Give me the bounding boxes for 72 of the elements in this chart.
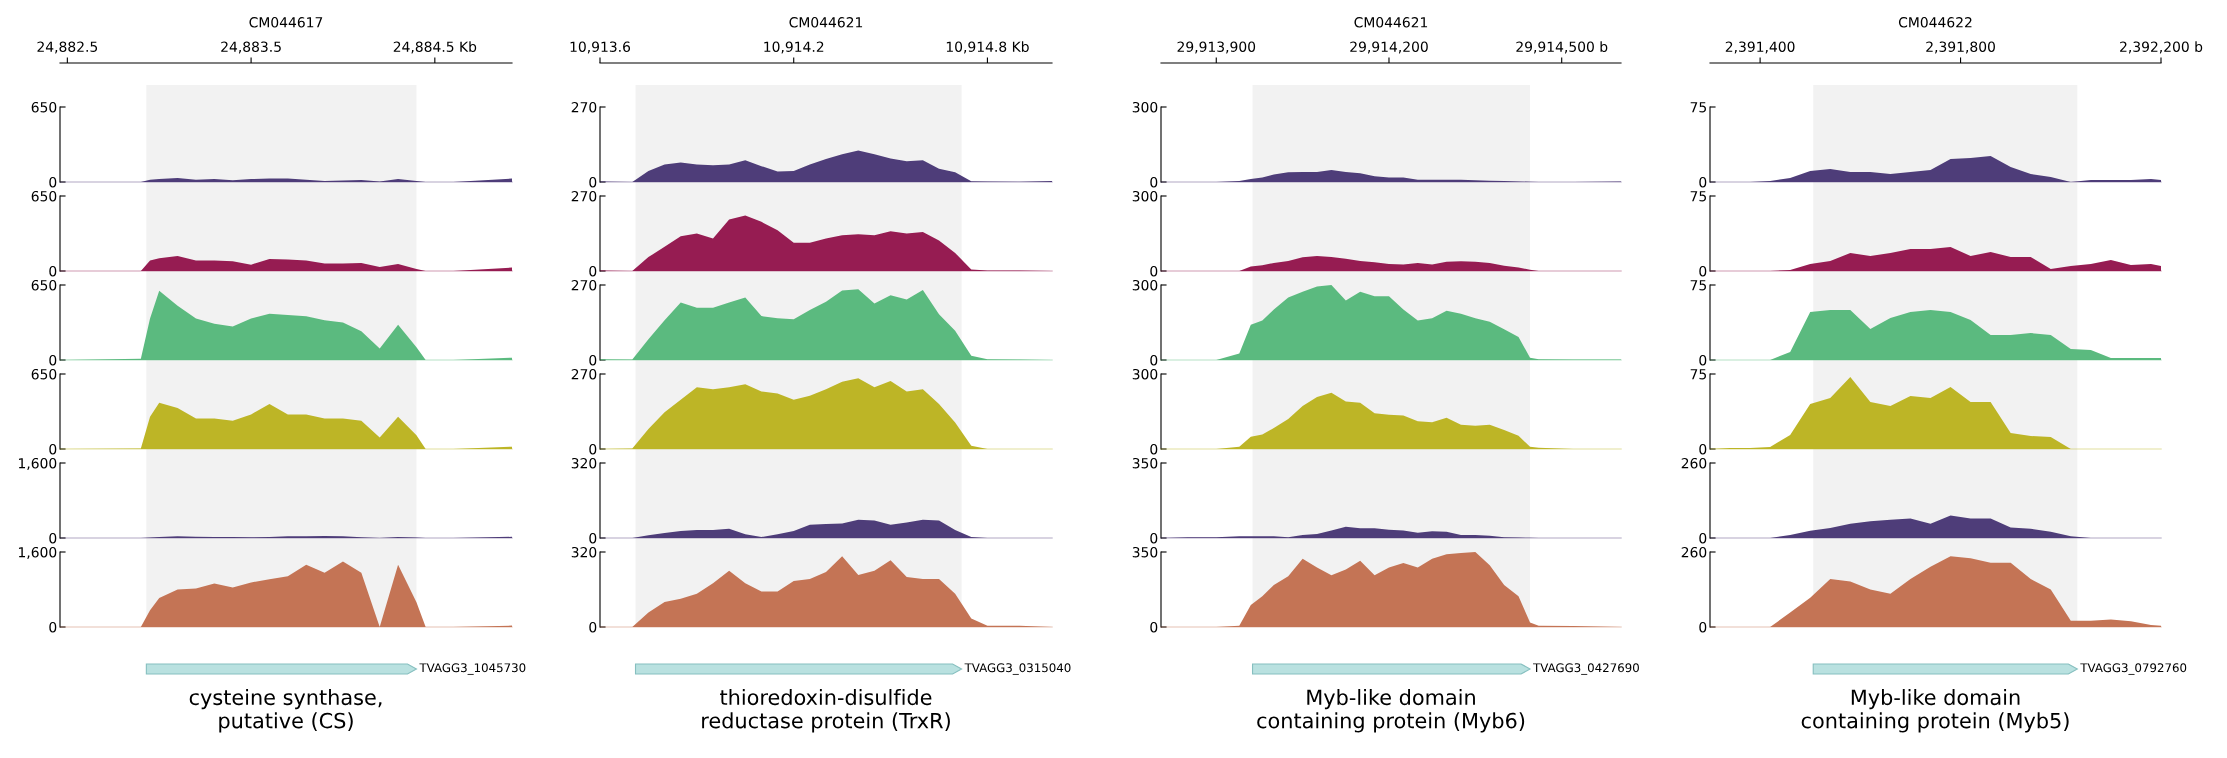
y-tick-label: 0: [49, 176, 57, 188]
text: cysteine synthase, putative (CS): [189, 689, 382, 733]
y-tick-label: 75: [1690, 191, 1707, 202]
y-tick-label: 0: [1150, 532, 1158, 544]
y-tick-label: 0: [1699, 532, 1707, 544]
y-tick-label: 650: [31, 101, 57, 113]
x-axis-title: CM044621: [789, 17, 863, 28]
y-tick-label: 0: [49, 354, 57, 366]
y-tick-label: 0: [589, 443, 597, 455]
x-tick-label: 24,882.5: [37, 41, 98, 54]
text: Myb-like domain containing protein (Myb5): [1801, 689, 2069, 733]
y-tick-label: 0: [589, 532, 597, 544]
y-tick-label: 1,600: [18, 546, 57, 559]
y-tick-label: 260: [1681, 457, 1707, 469]
y-tick-label: 75: [1690, 369, 1707, 380]
text: TVAGG3_0792760: [2080, 663, 2187, 675]
y-tick-label: 0: [1150, 176, 1158, 188]
y-tick-label: 0: [1699, 354, 1707, 366]
y-tick-label: 75: [1690, 102, 1707, 113]
y-tick-label: 1,600: [18, 457, 57, 470]
x-tick-label: 29,913,900: [1177, 41, 1256, 54]
text: TVAGG3_0427690: [1533, 663, 1639, 675]
x-tick-label: 29,914,200: [1350, 41, 1428, 54]
y-tick-label: 0: [1699, 443, 1707, 455]
x-axis-title: CM044617: [249, 17, 323, 28]
x-tick-label: 2,392,200 b: [2120, 41, 2203, 54]
text: TVAGG3_1045730: [419, 663, 526, 675]
y-tick-label: 650: [31, 190, 57, 202]
y-tick-label: 0: [1699, 265, 1707, 277]
y-tick-label: 0: [1699, 621, 1707, 633]
y-tick-label: 650: [31, 368, 57, 380]
y-tick-label: 270: [571, 279, 597, 291]
y-tick-label: 300: [1132, 190, 1158, 202]
y-tick-label: 0: [589, 354, 597, 366]
y-tick-label: 0: [1150, 443, 1158, 455]
x-axis-title: CM044622: [1898, 17, 1972, 28]
x-tick-label: 24,884.5 Kb: [393, 41, 477, 54]
x-tick-label: 24,883.5: [221, 41, 281, 54]
y-tick-label: 320: [571, 546, 597, 558]
x-tick-label: 10,914.8 Kb: [946, 41, 1029, 54]
x-tick-label: 29,914,500 b: [1516, 41, 1608, 54]
y-tick-label: 270: [571, 368, 597, 380]
y-tick-label: 0: [1699, 176, 1707, 188]
text: TVAGG3_0315040: [964, 663, 1071, 675]
y-tick-label: 0: [49, 621, 57, 633]
text: thioredoxin-disulfide reductase protein (TrxR): [702, 689, 950, 733]
y-tick-label: 0: [49, 532, 57, 544]
y-tick-label: 0: [49, 265, 57, 277]
y-tick-label: 0: [589, 621, 597, 633]
text: Myb-like domain containing protein (Myb6): [1257, 689, 1525, 733]
y-tick-label: 0: [589, 265, 597, 277]
y-tick-label: 300: [1132, 101, 1158, 113]
x-tick-label: 10,913.6: [570, 41, 631, 54]
x-axis-title: CM044621: [1354, 17, 1428, 28]
y-tick-label: 0: [49, 443, 57, 455]
x-tick-label: 2,391,400: [1725, 41, 1795, 54]
y-tick-label: 350: [1132, 546, 1158, 558]
y-tick-label: 0: [589, 176, 597, 188]
y-tick-label: 350: [1132, 457, 1158, 469]
y-tick-label: 300: [1132, 368, 1158, 380]
x-tick-label: 2,391,800: [1926, 41, 1995, 54]
y-tick-label: 650: [31, 279, 57, 291]
y-tick-label: 320: [571, 457, 597, 469]
y-tick-label: 270: [571, 101, 597, 113]
x-tick-label: 10,914.2: [764, 41, 824, 54]
y-tick-label: 0: [1150, 354, 1158, 366]
y-tick-label: 0: [1150, 621, 1158, 633]
y-tick-label: 270: [571, 190, 597, 202]
y-tick-label: 75: [1690, 280, 1707, 291]
y-tick-label: 260: [1681, 546, 1707, 558]
y-tick-label: 300: [1132, 279, 1158, 291]
y-tick-label: 0: [1150, 265, 1158, 277]
